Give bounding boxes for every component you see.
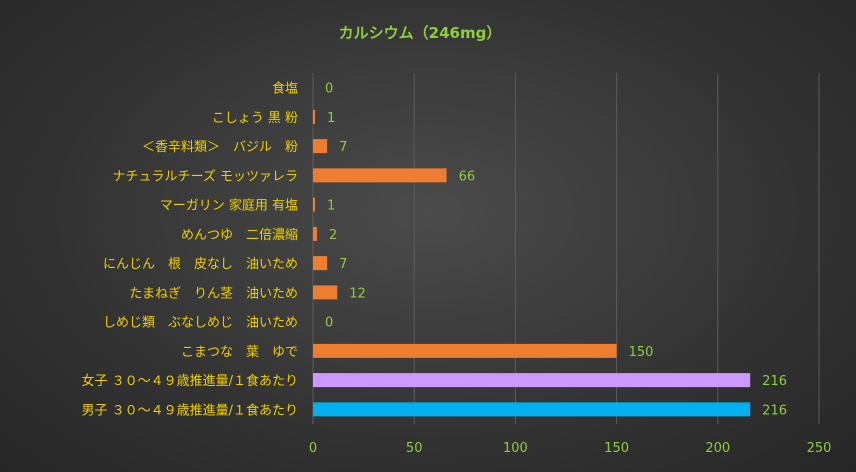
bar xyxy=(313,197,316,212)
category-label: 女子 ３０～４９歳推進量/１食あたり xyxy=(81,373,298,389)
x-tick-label: 150 xyxy=(604,441,629,456)
bar xyxy=(313,226,318,241)
x-axis-ticks: 0 50 100 150 200 250 xyxy=(309,441,832,456)
data-label: 1 xyxy=(327,111,335,126)
data-label: 0 xyxy=(325,316,333,331)
chart-title: カルシウム（246mg） xyxy=(339,24,502,42)
category-label: たまねぎ りん茎 油いため xyxy=(129,286,298,301)
bar xyxy=(313,373,751,388)
bar xyxy=(313,109,316,124)
category-label: にんじん 根 皮なし 油いため xyxy=(103,257,298,272)
data-label: 1 xyxy=(327,199,335,214)
data-label: 0 xyxy=(325,82,333,97)
bar xyxy=(313,256,328,271)
category-label: 男子 ３０～４９歳推進量/１食あたり xyxy=(81,402,298,418)
category-label: しめじ類 ぶなしめじ 油いため xyxy=(103,316,298,331)
x-tick-label: 100 xyxy=(503,441,528,456)
category-label: めんつゆ 二倍濃縮 xyxy=(181,227,298,243)
bar xyxy=(313,402,751,417)
data-label: 150 xyxy=(629,345,654,360)
data-label: 7 xyxy=(339,257,347,272)
data-label: 216 xyxy=(762,403,787,418)
bar xyxy=(313,285,338,300)
data-label: 66 xyxy=(459,169,476,184)
data-label: 7 xyxy=(339,140,347,155)
category-label: こまつな 葉 ゆで xyxy=(181,345,298,360)
bar xyxy=(313,139,328,154)
data-label: 12 xyxy=(349,286,366,301)
category-label: ＜香辛料類＞ バジル 粉 xyxy=(142,140,298,155)
bars xyxy=(313,109,751,417)
category-label: ナチュラルチーズ モッツァレラ xyxy=(113,168,298,184)
gridlines xyxy=(312,73,820,424)
category-label: こしょう 黒 粉 xyxy=(212,111,298,126)
data-label: 216 xyxy=(762,374,787,389)
x-tick-label: 50 xyxy=(406,441,423,456)
category-label: 食塩 xyxy=(272,81,298,97)
x-tick-label: 250 xyxy=(807,441,832,456)
bar xyxy=(313,343,617,358)
x-tick-label: 0 xyxy=(309,441,317,456)
bar xyxy=(313,168,447,183)
data-label: 2 xyxy=(329,228,337,243)
category-label: マーガリン 家庭用 有塩 xyxy=(160,198,298,214)
x-tick-label: 200 xyxy=(705,441,730,456)
